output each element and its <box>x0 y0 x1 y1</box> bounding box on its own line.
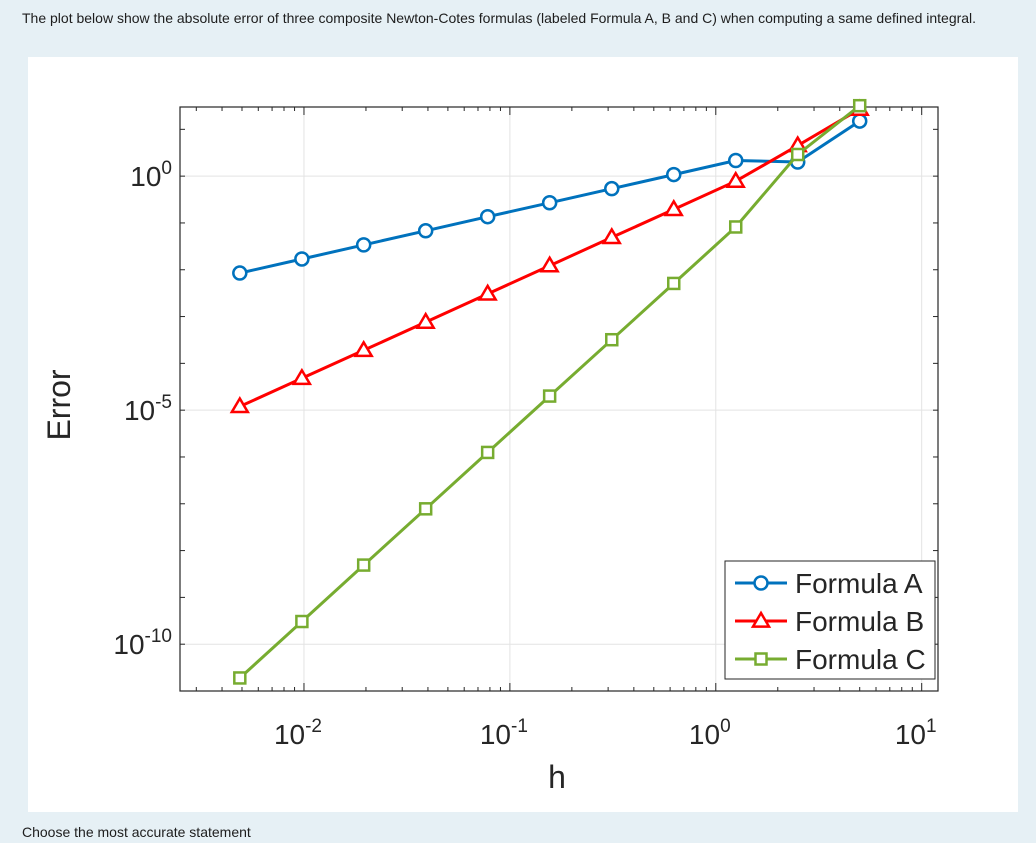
legend-label: Formula A <box>795 568 923 599</box>
data-point <box>417 223 434 239</box>
data-point <box>477 283 498 301</box>
figure-panel: 10-2 10-1 100 101 100 10-5 10-10 h Error Formula … <box>28 57 1018 812</box>
data-point <box>418 502 433 516</box>
data-point <box>415 311 436 329</box>
legend-item: Formula A <box>735 568 923 599</box>
data-point <box>480 445 495 460</box>
data-point <box>790 147 805 162</box>
prompt-text: Choose the most accurate statement <box>22 824 251 840</box>
data-point <box>295 614 309 629</box>
question-text: The plot below show the absolute error o… <box>22 10 977 26</box>
data-point <box>294 251 310 267</box>
data-point <box>353 339 374 358</box>
data-point <box>356 558 371 572</box>
series-formula-c <box>233 98 867 685</box>
data-point <box>851 113 868 129</box>
data-point <box>852 98 867 113</box>
x-tick-label: 100 <box>689 716 731 750</box>
data-point <box>605 332 619 347</box>
data-point <box>754 652 768 666</box>
legend-item: Formula C <box>735 644 926 675</box>
x-tick-label: 101 <box>895 716 937 750</box>
y-tick-label: 10-10 <box>113 626 172 660</box>
data-point <box>727 152 744 169</box>
data-point <box>667 276 681 291</box>
x-tick-label: 10-1 <box>480 716 528 750</box>
data-point <box>601 226 622 245</box>
data-point <box>233 671 247 685</box>
data-point <box>725 170 746 189</box>
x-tick-label: 10-2 <box>274 716 322 750</box>
data-point <box>753 575 769 591</box>
data-point <box>539 255 560 273</box>
legend-item: Formula B <box>735 606 924 637</box>
data-point <box>232 265 248 281</box>
legend-label: Formula B <box>795 606 924 637</box>
data-point <box>666 166 682 183</box>
legend: Formula A Formula B Formula C <box>724 560 936 680</box>
error-chart: 10-2 10-1 100 101 100 10-5 10-10 h Error Formula … <box>41 98 939 795</box>
data-point <box>541 195 558 211</box>
x-axis-label: h <box>548 759 566 795</box>
data-point <box>728 220 743 234</box>
legend-label: Formula C <box>795 644 926 675</box>
data-point <box>229 395 250 414</box>
data-point <box>479 208 496 225</box>
data-point <box>663 198 684 217</box>
data-point <box>750 610 772 628</box>
y-tick-label: 100 <box>130 158 172 192</box>
data-point <box>604 180 620 197</box>
data-point <box>291 367 313 386</box>
axes-box <box>179 106 939 692</box>
y-axis-label: Error <box>41 369 77 440</box>
y-tick-label: 10-5 <box>124 392 172 426</box>
data-point <box>355 237 372 253</box>
data-point <box>542 389 557 403</box>
